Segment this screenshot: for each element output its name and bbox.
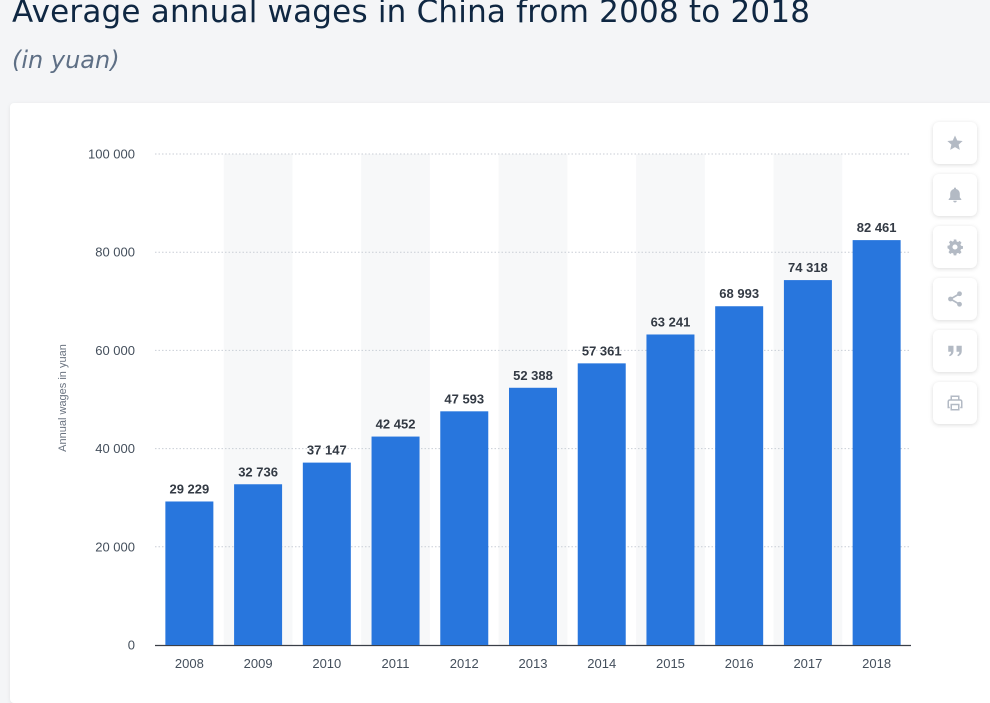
y-axis-title: Annual wages in yuan (57, 344, 69, 452)
y-tick-label: 20 000 (95, 539, 135, 554)
print-button[interactable] (933, 382, 977, 424)
bar (783, 280, 832, 645)
x-tick-label: 2015 (656, 656, 685, 671)
page-title: Average annual wages in China from 2008 … (12, 0, 811, 30)
x-tick-label: 2016 (725, 656, 754, 671)
share-icon (948, 291, 962, 307)
bar (371, 436, 420, 645)
x-tick-label: 2011 (382, 656, 410, 671)
bar (577, 363, 626, 645)
y-tick-label: 40 000 (95, 441, 135, 456)
data-label: 29 229 (169, 481, 209, 496)
data-label: 63 241 (651, 314, 691, 329)
data-label: 68 993 (719, 286, 759, 301)
bar (234, 484, 283, 645)
bar (852, 240, 901, 645)
x-tick-label: 2009 (244, 656, 273, 671)
settings-button[interactable] (933, 226, 977, 268)
y-tick-label: 100 000 (88, 147, 135, 162)
bell-icon (948, 187, 962, 203)
x-tick-label: 2013 (519, 656, 548, 671)
x-tick-label: 2012 (450, 656, 479, 671)
star-icon (947, 135, 963, 150)
bar (302, 462, 351, 645)
notification-button[interactable] (933, 174, 977, 216)
x-tick-label: 2017 (793, 656, 822, 671)
y-tick-label: 60 000 (95, 343, 135, 358)
data-label: 82 461 (857, 220, 897, 235)
x-tick-label: 2010 (312, 656, 341, 671)
data-label: 47 593 (444, 391, 484, 406)
y-tick-label: 0 (128, 638, 135, 653)
bar (646, 334, 695, 645)
bar (509, 387, 557, 645)
page-subtitle: (in yuan) (12, 46, 120, 74)
gear-icon (947, 239, 963, 256)
quote-icon (948, 345, 962, 357)
bar (165, 501, 214, 645)
data-label: 52 388 (513, 368, 553, 383)
data-label: 32 736 (238, 464, 278, 479)
citation-button[interactable] (933, 330, 977, 372)
data-label: 42 452 (376, 417, 416, 432)
y-tick-label: 80 000 (95, 245, 135, 260)
data-label: 37 147 (307, 443, 347, 458)
share-button[interactable] (933, 278, 977, 320)
bar (440, 411, 489, 645)
print-icon (947, 395, 963, 411)
data-label: 57 361 (582, 343, 622, 358)
x-tick-label: 2014 (587, 656, 616, 671)
x-tick-label: 2018 (862, 656, 891, 671)
data-label: 74 318 (788, 260, 828, 275)
x-tick-label: 2008 (175, 656, 204, 671)
bar (715, 306, 764, 645)
favorite-button[interactable] (933, 122, 977, 164)
